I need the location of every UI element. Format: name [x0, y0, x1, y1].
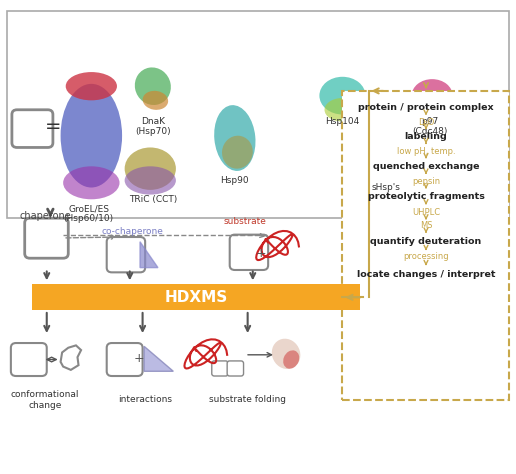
Ellipse shape — [125, 166, 176, 195]
Polygon shape — [140, 242, 158, 268]
Text: proteolytic fragments: proteolytic fragments — [367, 192, 485, 201]
Text: protein / protein complex: protein / protein complex — [358, 103, 494, 112]
Text: Hsp104: Hsp104 — [325, 117, 360, 126]
Ellipse shape — [214, 105, 255, 171]
Text: interactions: interactions — [118, 395, 172, 404]
Text: chaperone: chaperone — [20, 210, 71, 220]
FancyBboxPatch shape — [227, 361, 244, 376]
Text: low pH, temp.: low pH, temp. — [397, 147, 455, 156]
Text: locate changes / interpret: locate changes / interpret — [357, 270, 495, 279]
Text: co-chaperone: co-chaperone — [102, 227, 163, 236]
Text: D₂O: D₂O — [418, 118, 434, 127]
Text: substrate: substrate — [223, 217, 267, 226]
Text: =: = — [45, 117, 61, 136]
Text: labeling: labeling — [405, 132, 447, 141]
Text: HDXMS: HDXMS — [165, 290, 228, 305]
Ellipse shape — [63, 166, 120, 199]
Ellipse shape — [60, 84, 122, 188]
Ellipse shape — [319, 77, 365, 115]
Text: quenched exchange: quenched exchange — [373, 162, 479, 171]
Text: GroEL/ES
(Hsp60/10): GroEL/ES (Hsp60/10) — [63, 204, 114, 223]
FancyBboxPatch shape — [107, 343, 142, 376]
Text: Hsp90: Hsp90 — [220, 176, 249, 185]
Ellipse shape — [325, 98, 360, 121]
FancyBboxPatch shape — [25, 218, 68, 258]
Text: DnaK
(Hsp70): DnaK (Hsp70) — [135, 117, 171, 136]
Polygon shape — [144, 346, 173, 371]
FancyBboxPatch shape — [33, 284, 360, 310]
FancyBboxPatch shape — [11, 343, 47, 376]
Ellipse shape — [385, 151, 413, 177]
FancyBboxPatch shape — [107, 237, 145, 273]
FancyBboxPatch shape — [230, 235, 268, 270]
Polygon shape — [60, 346, 81, 370]
FancyBboxPatch shape — [212, 361, 228, 376]
Text: sHsp's: sHsp's — [372, 183, 400, 192]
Text: processing: processing — [403, 252, 449, 261]
Text: pepsin: pepsin — [412, 177, 440, 186]
FancyBboxPatch shape — [343, 91, 509, 400]
Ellipse shape — [125, 147, 176, 190]
Ellipse shape — [412, 79, 453, 112]
Text: UHPLC: UHPLC — [412, 208, 440, 217]
Ellipse shape — [135, 67, 171, 105]
FancyBboxPatch shape — [12, 110, 53, 147]
FancyBboxPatch shape — [7, 11, 509, 218]
Text: p97
(Cdc48): p97 (Cdc48) — [412, 117, 447, 136]
Ellipse shape — [359, 151, 388, 177]
Text: +: + — [255, 246, 266, 260]
Text: MS: MS — [420, 221, 432, 230]
Ellipse shape — [272, 339, 300, 369]
Text: quantify deuteration: quantify deuteration — [370, 237, 481, 246]
Ellipse shape — [66, 72, 117, 100]
Ellipse shape — [222, 136, 253, 169]
Text: +: + — [134, 352, 144, 365]
Ellipse shape — [142, 91, 168, 110]
Ellipse shape — [283, 350, 299, 369]
Text: TRiC (CCT): TRiC (CCT) — [128, 195, 177, 204]
Text: substrate folding: substrate folding — [209, 395, 286, 404]
Text: conformational
change: conformational change — [11, 390, 79, 410]
Ellipse shape — [414, 100, 450, 124]
